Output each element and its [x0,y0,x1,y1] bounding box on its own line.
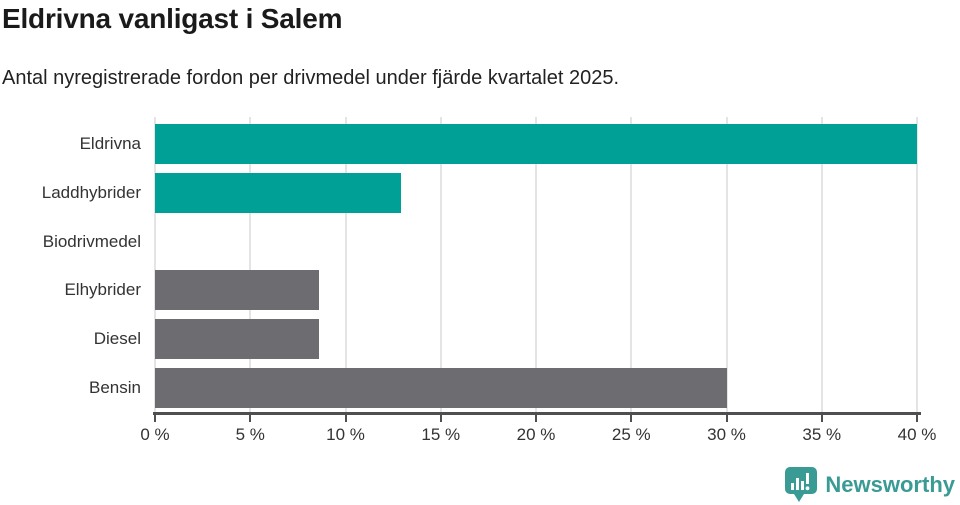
bar-laddhybrider [155,173,401,213]
category-label: Biodrivmedel [42,231,141,251]
x-axis-tick [916,415,918,422]
gridline [916,117,918,412]
category-label: Laddhybrider [41,183,141,202]
x-tick-label: 0 % [140,425,170,444]
logo-wordmark: Newsworthy [825,471,955,497]
x-axis-line [153,412,921,415]
x-axis-tick [725,415,728,422]
x-axis-tick [630,415,633,422]
x-axis-tick [820,415,823,422]
x-tick-label: 10 % [326,425,365,444]
bar-chart: Eldrivna Laddhybrider Biodrivmedel Elhybrid… [0,117,960,457]
x-tick-label: 40 % [897,425,937,444]
x-axis-tick [535,415,537,422]
bar-elhybrider [155,270,319,311]
x-tick-label: 30 % [707,425,746,444]
chart-subtitle: Antal nyregistrerade fordon per drivmede… [2,67,620,89]
category-label: Elhybrider [64,280,141,300]
gridline [820,117,823,412]
newsworthy-chart-bubble-icon [785,467,818,502]
bar-diesel [155,319,319,360]
category-label: Eldrivna [79,134,141,154]
gridline [535,117,537,412]
x-axis-tick [249,415,252,422]
x-axis-tick [439,415,442,422]
x-tick-label: 20 % [516,425,556,444]
gridline [249,117,252,412]
gridline [630,117,633,412]
gridline [154,117,156,412]
x-tick-label: 35 % [802,425,842,444]
gridline [439,117,442,412]
x-tick-label: 25 % [611,425,651,444]
x-axis-tick [154,415,156,422]
category-label: Diesel [93,329,141,349]
category-label: Bensin [89,377,141,397]
newsworthy-logo: Newsworthy [784,466,955,503]
x-tick-label: 15 % [421,425,461,444]
page-title: Eldrivna vanligast i Salem [2,3,343,34]
bar-bensin [155,367,727,408]
gridline [344,117,347,412]
bar-eldrivna [155,124,917,165]
x-axis-tick [344,415,347,422]
x-tick-label: 5 % [235,425,265,444]
gridline [725,117,728,412]
plot-area [154,117,918,412]
